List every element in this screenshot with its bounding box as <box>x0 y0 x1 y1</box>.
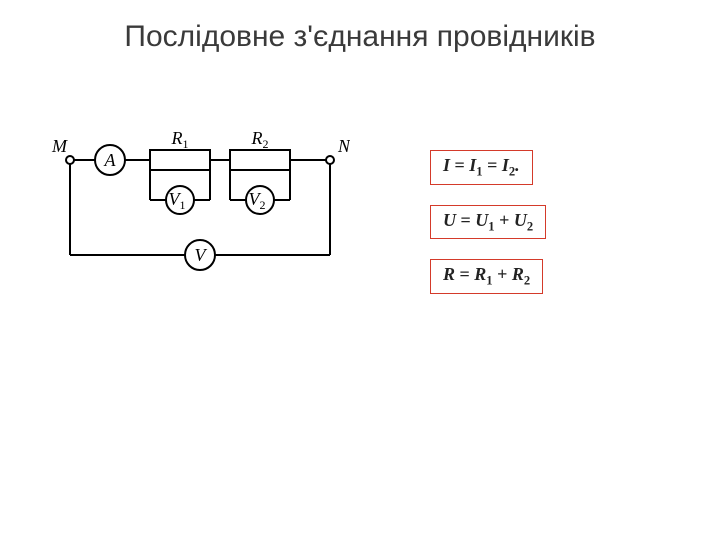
svg-text:R1: R1 <box>171 128 189 151</box>
circuit-svg: MNAR1R2V1V2V <box>50 120 350 285</box>
svg-text:M: M <box>51 136 68 156</box>
formula-box-0: I = I1 = I2. <box>430 150 533 185</box>
formula-box-2: R = R1 + R2 <box>430 259 543 294</box>
svg-text:R2: R2 <box>251 128 269 151</box>
slide-title: Послідовне з'єднання провідників <box>0 20 720 54</box>
formula-column: I = I1 = I2. U = U1 + U2 R = R1 + R2 <box>430 150 546 314</box>
circuit-diagram: MNAR1R2V1V2V <box>50 120 350 290</box>
svg-text:N: N <box>337 136 350 156</box>
formula-box-1: U = U1 + U2 <box>430 205 546 240</box>
svg-text:A: A <box>104 150 117 170</box>
